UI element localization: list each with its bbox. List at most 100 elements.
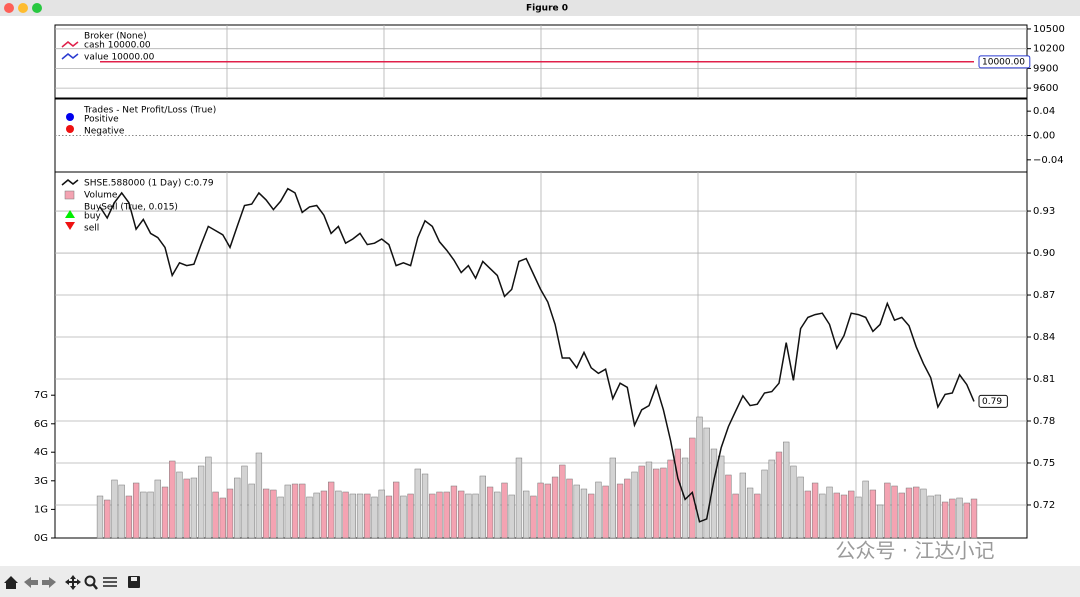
legend-title: Trades - Net Profit/Loss (True)	[83, 106, 216, 116]
y-tick-label: 9900	[1033, 63, 1058, 74]
volume-bar	[429, 493, 436, 539]
volume-bar	[855, 496, 862, 539]
window-title: Figure 0	[526, 4, 568, 14]
volume-bar	[566, 478, 573, 539]
watermark: 公众号 · 江达小记	[835, 539, 994, 563]
volume-bar	[551, 476, 559, 539]
legend-dot	[66, 113, 74, 121]
volume-bar	[169, 460, 176, 539]
volume-bar	[241, 465, 248, 539]
volume-bar	[364, 493, 371, 539]
volume-bar	[876, 504, 884, 539]
volume-bar	[898, 492, 905, 539]
volume-bar	[197, 465, 205, 539]
legend-line	[61, 179, 79, 186]
volume-bar	[653, 468, 660, 539]
volume-bar	[746, 487, 754, 539]
forward-button[interactable]	[42, 577, 56, 588]
volume-bar	[927, 495, 934, 539]
volume-bar	[125, 495, 133, 539]
volume-bar	[580, 488, 588, 539]
toolbar-icons	[4, 575, 140, 590]
volume-bar	[313, 492, 320, 539]
volume-bar	[819, 493, 826, 539]
volume-bar	[378, 489, 385, 539]
legend-title: Broker (None)	[84, 32, 147, 42]
volume-bar	[494, 491, 501, 539]
legend-label: SHSE.588000 (1 Day) C:0.79	[84, 179, 214, 189]
legend-line	[61, 41, 79, 48]
volume-bar	[400, 495, 407, 539]
volume-bar	[111, 479, 118, 539]
legend-label: Volume	[84, 191, 118, 201]
volume-bar	[140, 491, 147, 539]
volume-bar	[176, 471, 183, 539]
volume-bar	[956, 497, 963, 539]
minimize-button[interactable]	[18, 3, 28, 13]
volume-bar	[132, 482, 140, 539]
legend-label: Positive	[84, 115, 119, 125]
volume-bar	[797, 476, 804, 539]
legend-swatch	[64, 190, 75, 200]
legend-marker	[65, 222, 75, 230]
toolbar	[0, 566, 1080, 597]
y2-tick-label: 6G	[34, 419, 48, 430]
volume-bar	[588, 493, 595, 539]
legend-marker	[65, 210, 75, 218]
y-tick-label: 0.93	[1033, 206, 1055, 217]
volume-bar	[963, 502, 970, 539]
volume-bar	[385, 495, 393, 539]
volume-bar	[356, 493, 364, 539]
volume-bar	[327, 481, 335, 539]
volume-bar	[421, 473, 429, 539]
volume-bar	[913, 486, 920, 539]
end-label-box	[978, 55, 1031, 69]
volume-bar	[689, 437, 696, 539]
y-tick-label: 0.90	[1033, 248, 1055, 259]
zoom-button[interactable]	[32, 3, 42, 13]
volume-bar	[371, 496, 378, 539]
y2-tick-label: 3G	[34, 476, 48, 487]
volume-bar	[342, 491, 349, 539]
volume-bar	[645, 461, 653, 539]
close-button[interactable]	[4, 3, 14, 13]
volume-bar	[725, 474, 732, 539]
y-tick-label: 0.75	[1033, 458, 1055, 469]
volume-bar	[703, 427, 710, 539]
volume-bar	[660, 467, 667, 539]
volume-bar	[479, 475, 486, 539]
legend-label: sell	[84, 224, 99, 234]
volume-bar	[104, 499, 111, 539]
y2-tick-label: 0G	[34, 533, 48, 544]
pan-button[interactable]	[65, 575, 81, 590]
configure-button[interactable]	[103, 577, 117, 587]
volume-bar	[523, 490, 530, 539]
volume-bar	[624, 478, 631, 539]
volume-bar	[768, 459, 775, 539]
volume-bar	[161, 486, 169, 539]
volume-bar	[183, 478, 190, 539]
volume-bar	[884, 482, 891, 539]
volume-bar	[501, 482, 508, 539]
volume-bar	[349, 493, 356, 539]
volume-bar	[559, 464, 566, 539]
volume-bar	[262, 488, 270, 539]
volume-bar	[414, 468, 421, 539]
volume-bar	[443, 491, 450, 539]
home-button[interactable]	[4, 576, 18, 589]
volume-bar	[573, 484, 580, 539]
back-button[interactable]	[24, 577, 38, 588]
legend-label: value 10000.00	[84, 53, 155, 63]
legend-label: cash 10000.00	[84, 41, 151, 51]
volume-bar	[320, 490, 328, 539]
volume-bar	[775, 451, 783, 539]
y2-tick-label: 1G	[34, 504, 48, 515]
volume-bar	[436, 491, 443, 539]
volume-bar	[450, 485, 458, 539]
volume-bar	[739, 472, 747, 539]
volume-bar	[284, 484, 291, 539]
y-tick-label: −0.04	[1033, 155, 1064, 166]
zoom-tool-button[interactable]	[84, 575, 96, 587]
y-tick-label: 0.84	[1033, 332, 1055, 343]
volume-bar	[472, 493, 479, 539]
